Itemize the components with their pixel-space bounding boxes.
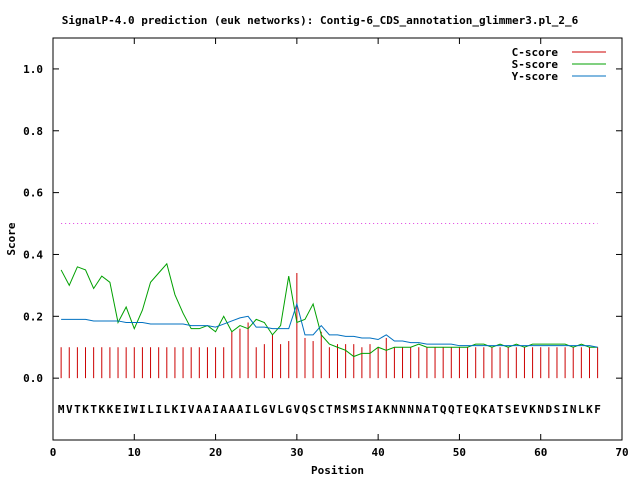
sequence-residue: V [521,403,528,416]
y-tick-label: 1.0 [23,63,43,76]
sequence-residue: D [546,403,553,416]
sequence-residue: W [131,403,138,416]
sequence-residue: Q [448,403,455,416]
sequence-residue: V [188,403,195,416]
sequence-residue: A [196,403,203,416]
sequence-residue: T [90,403,97,416]
sequence-residue: N [399,403,406,416]
x-tick-label: 20 [209,446,222,459]
sequence-residue: E [464,403,471,416]
sequence-residue: K [529,403,536,416]
sequence-residue: K [481,403,488,416]
sequence-residue: T [432,403,439,416]
sequence-residue: A [237,403,244,416]
sequence-residue: T [326,403,333,416]
s-score-line [60,262,598,358]
sequence-residue: N [570,403,577,416]
sequence-residue: Q [302,403,309,416]
sequence-residue: G [285,403,292,416]
sequence-residue: L [253,403,260,416]
sequence-residue: I [139,403,146,416]
sequence-residue: Q [472,403,479,416]
sequence-residue: A [424,403,431,416]
sequence-residue: K [172,403,179,416]
sequence-residue: V [294,403,301,416]
sequence-residue: V [66,403,73,416]
y-tick-label: 0.4 [23,248,43,261]
legend-label: Y-score [512,70,559,83]
sequence-residue: C [318,403,325,416]
sequence-residue: K [586,403,593,416]
sequence-residue: K [383,403,390,416]
x-tick-label: 60 [534,446,547,459]
y-tick-label: 0.8 [23,125,43,138]
x-tick-label: 30 [290,446,303,459]
sequence-residue: G [261,403,268,416]
x-tick-label: 40 [372,446,385,459]
y-tick-label: 0.0 [23,372,43,385]
plot-frame [52,37,623,441]
sequence-residue: M [350,403,357,416]
y-axis-label: Score [5,222,18,255]
sequence-residue: I [245,403,252,416]
sequence-residue: N [391,403,398,416]
sequence-residue: M [334,403,341,416]
sequence-residue: T [74,403,81,416]
sequence-residue: A [229,403,236,416]
sequence-residue: A [375,403,382,416]
sequence-residue: A [220,403,227,416]
sequence-residue: L [147,403,154,416]
sequence-residue: F [594,403,601,416]
sequence-residue: I [155,403,162,416]
sequence-residue: S [310,403,317,416]
sequence-residue: K [107,403,114,416]
x-tick-label: 0 [50,446,57,459]
sequence-residue: Q [440,403,447,416]
sequence-residue: T [497,403,504,416]
sequence-residue: A [204,403,211,416]
sequence-residue: S [505,403,512,416]
sequence-residue: S [554,403,561,416]
sequence-residue: L [163,403,170,416]
x-axis-label: Position [311,464,364,477]
sequence-residue: N [407,403,414,416]
sequence-residue: I [123,403,130,416]
sequence-residue: L [277,403,284,416]
sequence-residue: I [180,403,187,416]
x-tick-label: 70 [615,446,628,459]
sequence-residue: E [115,403,122,416]
sequence-residue: E [513,403,520,416]
chart-title: SignalP-4.0 prediction (euk networks): C… [62,14,579,27]
sequence-residue: K [98,403,105,416]
sequence-residue: N [537,403,544,416]
sequence-residue: I [367,403,374,416]
sequence-residue: A [489,403,496,416]
y-tick-label: 0.6 [23,187,43,200]
x-tick-label: 50 [453,446,466,459]
sequence-residue: S [342,403,349,416]
y-tick-label: 0.2 [23,310,43,323]
sequence-residue: I [212,403,219,416]
y-score-line [61,302,598,348]
sequence-residue: L [578,403,585,416]
sequence-residue: T [456,403,463,416]
sequence-residue: V [269,403,276,416]
sequence-residue: N [415,403,422,416]
legend-label: S-score [512,58,559,71]
x-tick-label: 10 [128,446,141,459]
sequence-residue: S [359,403,366,416]
legend-label: C-score [512,46,559,59]
sequence-residue: K [82,403,89,416]
sequence-residue: I [562,403,569,416]
sequence-residue: M [58,403,65,416]
